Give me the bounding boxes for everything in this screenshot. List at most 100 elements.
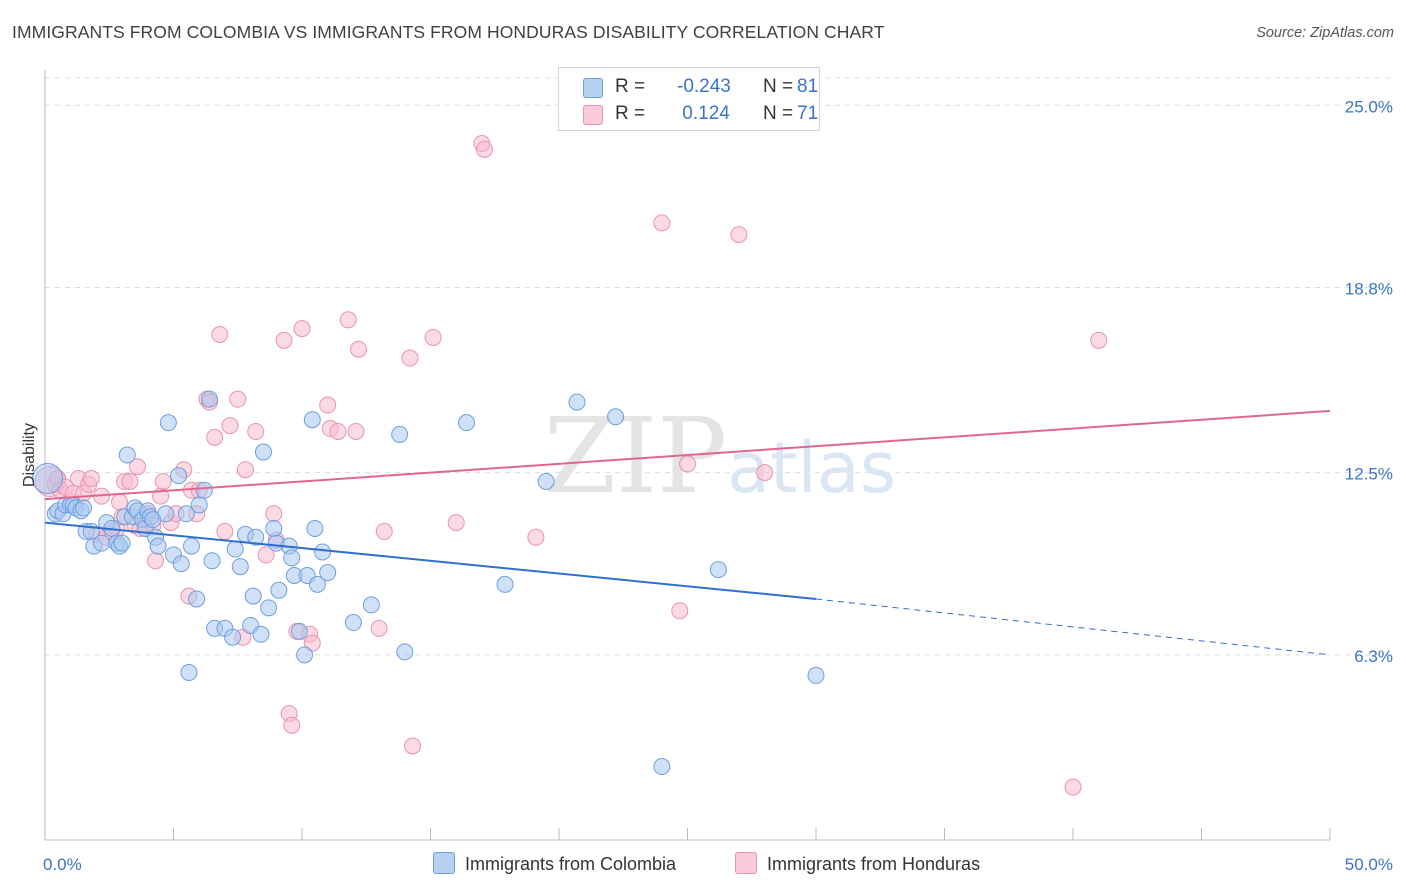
- honduras-point: [121, 472, 139, 490]
- honduras-point: [447, 514, 465, 532]
- colombia-point: [188, 590, 206, 608]
- colombia-point: [172, 555, 190, 573]
- colombia-point: [177, 505, 195, 523]
- honduras-point: [401, 349, 419, 367]
- honduras-point: [265, 505, 283, 523]
- honduras-point: [375, 522, 393, 540]
- colombia-point: [709, 561, 727, 579]
- colombia-point: [190, 496, 208, 514]
- bottom-legend-colombia: Immigrants from Colombia: [433, 852, 676, 876]
- honduras-point: [221, 417, 239, 435]
- honduras-point: [206, 428, 224, 446]
- honduras-point: [1090, 331, 1108, 349]
- honduras-point: [679, 455, 696, 473]
- chart-title: IMMIGRANTS FROM COLOMBIA VS IMMIGRANTS F…: [12, 22, 885, 42]
- colombia-point: [362, 596, 380, 614]
- legend-r-value: -0.243: [677, 76, 731, 97]
- colombia-point: [203, 552, 221, 570]
- legend-n-label: N =: [763, 76, 794, 97]
- colombia-point: [653, 758, 671, 776]
- colombia-point: [200, 390, 218, 408]
- honduras-point: [653, 214, 671, 232]
- y-tick-label: 6.3%: [1354, 647, 1393, 666]
- legend-r-value: 0.124: [677, 103, 730, 124]
- colombia-point: [308, 575, 326, 593]
- colombia-point: [270, 581, 288, 599]
- colombia-point: [32, 463, 64, 495]
- colombia-point: [303, 411, 321, 429]
- honduras-trend-line: [44, 409, 1331, 501]
- y-tick-label: 12.5%: [1345, 465, 1393, 484]
- honduras-point: [211, 326, 229, 344]
- honduras-point: [319, 396, 337, 414]
- colombia-point: [260, 599, 278, 617]
- honduras-legend-label: Immigrants from Honduras: [767, 854, 981, 874]
- honduras-point: [475, 140, 493, 158]
- honduras-point: [283, 716, 301, 734]
- honduras-point: [229, 390, 247, 408]
- legend-n-value: 71: [797, 103, 819, 124]
- colombia-point: [159, 414, 177, 432]
- source-label: Source: ZipAtlas.com: [1256, 25, 1394, 41]
- honduras-legend-swatch: [735, 852, 757, 874]
- colombia-trend-line: [44, 521, 817, 601]
- honduras-point: [293, 320, 311, 338]
- colombia-point: [568, 393, 586, 411]
- watermark: ZIPatlas: [544, 395, 896, 517]
- colombia-legend-label: Immigrants from Colombia: [465, 854, 677, 874]
- honduras-point: [216, 522, 234, 540]
- colombia-point: [254, 443, 272, 461]
- axes: [44, 70, 1331, 841]
- legend-r-label: R =: [615, 103, 646, 124]
- y-axis-label: Disability: [21, 423, 38, 487]
- honduras-point: [154, 472, 172, 490]
- honduras-swatch: [583, 105, 603, 125]
- colombia-point: [157, 505, 175, 523]
- x-tick-label: 0.0%: [43, 855, 82, 874]
- colombia-point: [807, 666, 825, 684]
- y-tick-label: 25.0%: [1345, 97, 1393, 116]
- colombia-point: [457, 414, 475, 432]
- colombia-point: [396, 643, 414, 661]
- colombia-point: [391, 425, 409, 443]
- colombia-point: [226, 540, 244, 558]
- colombia-point: [265, 519, 283, 537]
- colombia-point: [180, 663, 198, 681]
- series-colombia-points: [32, 390, 825, 776]
- colombia-swatch: [583, 78, 603, 98]
- colombia-point: [296, 646, 314, 664]
- honduras-point: [1064, 778, 1082, 796]
- legend-r-label: R =: [615, 76, 646, 97]
- colombia-point: [231, 558, 249, 576]
- colombia-point: [113, 534, 131, 552]
- honduras-point: [247, 422, 265, 440]
- colombia-point: [252, 625, 270, 643]
- honduras-point: [347, 422, 365, 440]
- x-tick-label: 50.0%: [1345, 855, 1393, 874]
- honduras-point: [756, 464, 774, 482]
- legend-n-label: N =: [763, 103, 794, 124]
- y-tick-label: 18.8%: [1345, 279, 1393, 298]
- honduras-point: [370, 619, 388, 637]
- colombia-point: [195, 481, 213, 499]
- colombia-point: [247, 528, 265, 546]
- colombia-trend-extension: [815, 598, 1331, 656]
- colombia-point: [93, 534, 111, 552]
- colombia-point: [314, 543, 332, 561]
- colombia-point: [607, 408, 625, 426]
- honduras-point: [275, 331, 293, 349]
- tick-labels: 6.3% 12.5% 18.8% 25.0% 0.0% 50.0% Disability: [21, 97, 1393, 874]
- colombia-legend-swatch: [433, 852, 455, 874]
- honduras-point: [671, 602, 689, 620]
- colombia-point: [118, 446, 136, 464]
- colombia-point: [306, 519, 324, 537]
- colombia-point: [182, 537, 200, 555]
- colombia-point: [344, 614, 362, 632]
- honduras-point: [147, 552, 165, 570]
- bottom-legend-honduras: Immigrants from Honduras: [735, 852, 980, 876]
- colombia-point: [319, 564, 337, 582]
- honduras-point: [257, 546, 275, 564]
- colombia-point: [283, 549, 301, 567]
- colombia-point: [224, 628, 242, 646]
